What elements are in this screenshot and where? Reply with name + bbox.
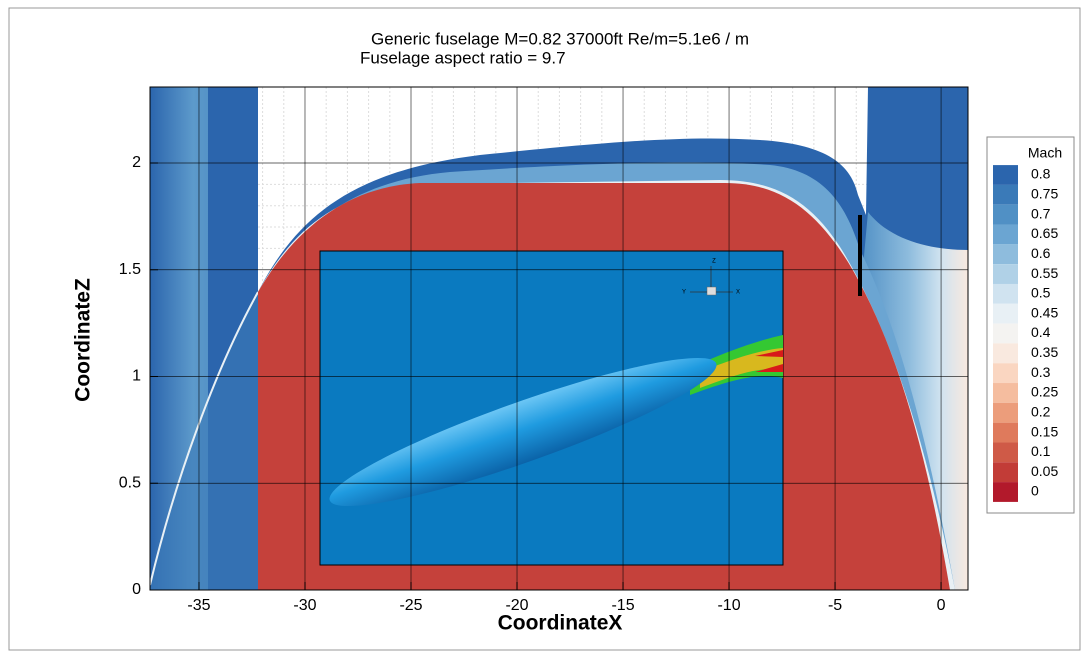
x-tick-label: -20 (505, 597, 528, 614)
x-axis-label: CoordinateX (498, 612, 623, 635)
legend-swatch (993, 482, 1018, 502)
x-tick-label: -10 (717, 597, 740, 614)
x-tick-label: -30 (293, 597, 316, 614)
legend-swatch (993, 204, 1018, 225)
shock-line (150, 291, 259, 586)
legend-title: Mach (1028, 145, 1062, 161)
legend-swatch (993, 244, 1018, 265)
legend-label: 0.15 (1031, 423, 1058, 439)
y-tick-label: 0.5 (119, 474, 141, 491)
legend-label: 0.6 (1031, 245, 1051, 261)
legend-label: 0.1 (1031, 443, 1051, 459)
legend-swatch (993, 343, 1018, 364)
legend-label: 0.2 (1031, 403, 1051, 419)
legend-label: 0.65 (1031, 225, 1058, 241)
x-tick-label: -5 (828, 597, 842, 614)
legend-label: 0.05 (1031, 463, 1058, 479)
legend-label: 0.4 (1031, 324, 1051, 340)
inset: Z Y X (319, 250, 784, 566)
legend-swatch (993, 264, 1018, 284)
legend-swatch (993, 383, 1018, 403)
legend-label: 0.75 (1031, 186, 1058, 202)
legend-label: 0.35 (1031, 344, 1058, 360)
legend-label: 0.25 (1031, 384, 1058, 400)
legend-items: 0.8 0.75 0.7 0.65 0.6 0.55 0.5 0.45 0.4 0.35 0.3 0.… (993, 165, 1058, 502)
y-axis-label: CoordinateZ (72, 278, 95, 402)
chart-subtitle: Fuselage aspect ratio = 9.7 (360, 48, 566, 67)
legend-label: 0.3 (1031, 364, 1051, 380)
axis-triad (706, 286, 717, 296)
legend-label: 0 (1031, 483, 1039, 499)
legend-swatch (993, 363, 1018, 384)
legend-swatch (993, 422, 1018, 443)
y-tick-label: 0 (132, 581, 141, 598)
legend-label: 0.45 (1031, 304, 1058, 320)
x-tick-label: -15 (611, 597, 634, 614)
axis-triad-label: Y (682, 290, 686, 296)
legend-swatch (993, 303, 1018, 324)
legend-swatch (993, 165, 1018, 185)
wake (700, 348, 783, 388)
major-grid (150, 87, 968, 591)
legend-swatch (993, 402, 1018, 423)
x-tick-label: 0 (937, 597, 946, 614)
plot-border (149, 86, 969, 591)
frame (8, 7, 1081, 651)
axis-triad-label: Z (712, 259, 716, 265)
legend-swatch (993, 442, 1018, 463)
shock-region (150, 290, 258, 590)
legend-swatch (993, 462, 1018, 483)
legend-label: 0.55 (1031, 265, 1058, 281)
y-tick-label: 1.5 (119, 261, 141, 278)
axis-triad-label: X (736, 290, 740, 296)
x-tick-label: -25 (399, 597, 422, 614)
legend-label: 0.8 (1031, 166, 1051, 182)
chart-title: Generic fuselage M=0.82 37000ft Re/m=5.1… (371, 29, 749, 48)
legend-label: 0.5 (1031, 285, 1051, 301)
legend-label: 0.7 (1031, 205, 1051, 221)
legend-swatch (993, 323, 1018, 344)
legend-swatch (993, 224, 1018, 245)
legend-swatch (993, 283, 1018, 304)
wake (755, 350, 783, 372)
y-tick-label: 1 (132, 368, 141, 385)
x-tick-label: -35 (187, 597, 210, 614)
y-tick-label: 2 (132, 154, 141, 171)
legend-swatch (993, 184, 1018, 205)
fuselage (329, 357, 717, 507)
